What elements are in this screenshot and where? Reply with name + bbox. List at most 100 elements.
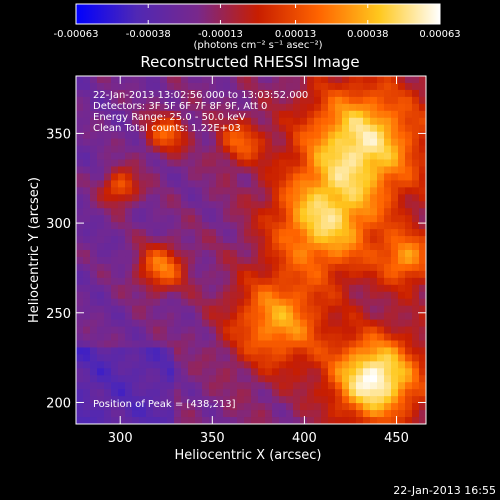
heatmap-cell — [90, 340, 98, 348]
heatmap-cell — [202, 347, 210, 355]
heatmap-cell — [230, 145, 238, 153]
heatmap-cell — [349, 312, 357, 320]
heatmap-cell — [90, 250, 98, 258]
heatmap-cell — [363, 180, 371, 188]
heatmap-cell — [97, 256, 105, 265]
heatmap-cell — [104, 291, 112, 300]
heatmap-cell — [160, 270, 168, 279]
heatmap-cell — [342, 103, 350, 112]
heatmap-cell — [118, 333, 126, 341]
heatmap-cell — [258, 82, 266, 91]
heatmap-cell — [153, 138, 161, 146]
heatmap-cell — [244, 319, 252, 327]
heatmap-cell — [258, 389, 266, 397]
heatmap-cell — [391, 270, 399, 279]
heatmap-cell — [293, 326, 301, 334]
heatmap-cell — [314, 382, 322, 390]
heatmap-cell — [146, 180, 154, 188]
heatmap-cell — [76, 124, 84, 133]
heatmap-cell — [118, 82, 126, 91]
heatmap-cell — [209, 166, 217, 174]
heatmap-cell — [335, 256, 343, 265]
heatmap-cell — [209, 222, 217, 230]
heatmap-cell — [286, 173, 294, 181]
heatmap-cell — [230, 222, 238, 230]
heatmap-cell — [230, 298, 238, 307]
heatmap-cell — [223, 208, 231, 216]
heatmap-cell — [90, 166, 98, 174]
heatmap-cell — [167, 354, 175, 362]
heatmap-cell — [293, 236, 301, 244]
heatmap-cell — [90, 96, 98, 105]
heatmap-cell — [153, 201, 161, 209]
heatmap-cell — [153, 166, 161, 174]
heatmap-cell — [258, 89, 266, 98]
heatmap-cell — [216, 152, 224, 160]
heatmap-cell — [307, 347, 315, 355]
heatmap-cell — [118, 159, 126, 167]
heatmap-cell — [349, 131, 357, 140]
heatmap-cell — [216, 284, 224, 293]
heatmap-cell — [279, 173, 287, 181]
heatmap-cell — [363, 270, 371, 279]
heatmap-cell — [328, 354, 336, 362]
heatmap-cell — [398, 159, 406, 167]
heatmap-cell — [405, 194, 413, 202]
heatmap-cell — [412, 103, 420, 112]
heatmap-cell — [377, 117, 385, 126]
heatmap-cell — [195, 236, 203, 244]
heatmap-cell — [286, 124, 294, 133]
heatmap-cell — [188, 382, 196, 390]
heatmap-cell — [125, 166, 133, 174]
heatmap-cell — [230, 410, 238, 418]
heatmap-cell — [286, 229, 294, 237]
heatmap-cell — [202, 277, 210, 286]
heatmap-cell — [160, 417, 168, 425]
heatmap-cell — [391, 110, 399, 119]
heatmap-cell — [279, 396, 287, 404]
heatmap-cell — [118, 277, 126, 286]
heatmap-cell — [391, 82, 399, 91]
heatmap-cell — [174, 396, 182, 404]
heatmap-cell — [251, 166, 259, 174]
heatmap-cell — [160, 194, 168, 202]
heatmap-cell — [188, 103, 196, 112]
heatmap-cell — [412, 305, 420, 314]
heatmap-cell — [153, 326, 161, 334]
heatmap-cell — [83, 319, 91, 327]
heatmap-cell — [349, 89, 357, 98]
heatmap-cell — [97, 333, 105, 341]
heatmap-cell — [265, 131, 273, 140]
heatmap-cell — [272, 187, 280, 195]
heatmap-cell — [83, 305, 91, 314]
heatmap-cell — [216, 277, 224, 286]
heatmap-cell — [244, 173, 252, 181]
heatmap-cell — [223, 187, 231, 195]
heatmap-cell — [244, 124, 252, 133]
heatmap-cell — [335, 319, 343, 327]
heatmap-cell — [118, 298, 126, 307]
heatmap-cell — [286, 319, 294, 327]
heatmap-cell — [174, 138, 182, 146]
heatmap-cell — [370, 347, 378, 355]
heatmap-cell — [265, 333, 273, 341]
heatmap-cell — [405, 159, 413, 167]
heatmap-cell — [293, 145, 301, 153]
heatmap-cell — [272, 76, 280, 84]
heatmap-cell — [181, 354, 189, 362]
heatmap-cell — [167, 368, 175, 376]
heatmap-cell — [335, 208, 343, 216]
heatmap-cell — [349, 110, 357, 119]
heatmap-cell — [286, 166, 294, 174]
heatmap-cell — [293, 215, 301, 223]
heatmap-cell — [342, 110, 350, 119]
heatmap-cell — [139, 368, 147, 376]
heatmap-cell — [146, 389, 154, 397]
heatmap-cell — [293, 76, 301, 84]
heatmap-cell — [188, 152, 196, 160]
heatmap-cell — [307, 263, 315, 272]
heatmap-cell — [83, 89, 91, 98]
heatmap-cell — [188, 354, 196, 362]
heatmap-cell — [209, 361, 217, 369]
heatmap-cell — [300, 375, 308, 383]
